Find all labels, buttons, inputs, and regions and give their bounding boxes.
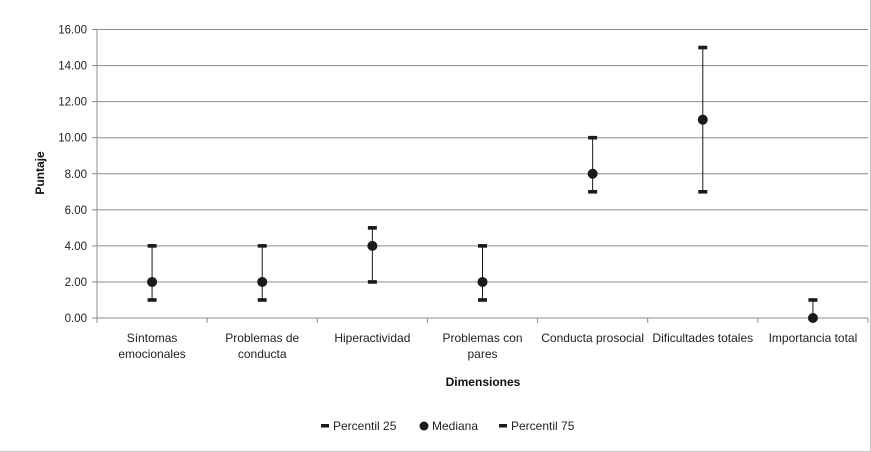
- percentile-25-marker: [478, 298, 487, 302]
- x-tick-marks: [96, 318, 869, 323]
- legend-item-percentil-25: Percentil 25: [333, 419, 397, 433]
- median-point: [807, 313, 818, 323]
- y-tick-label: 14.00: [58, 61, 87, 73]
- x-tick-label: Importancia total: [769, 331, 858, 345]
- x-tick-label: Hiperactividad: [334, 331, 410, 345]
- x-tick-label: Problemas de conducta: [225, 331, 299, 361]
- y-tick-label: 0.00: [65, 313, 87, 325]
- percentile-25-marker: [698, 189, 708, 194]
- x-axis-title: Dimensiones: [446, 375, 521, 389]
- percentile-75-marker: [808, 298, 818, 302]
- data-markers: [147, 45, 818, 323]
- y-tick-label: 6.00: [65, 205, 87, 217]
- x-tick-label: Problemas con pares: [442, 331, 522, 361]
- y-tick-label: 10.00: [58, 133, 87, 145]
- legend: Percentil 25 Mediana Percentil 75: [321, 419, 575, 433]
- median-point: [367, 240, 378, 251]
- percentile-25-marker: [147, 298, 157, 302]
- percentile-75-marker: [588, 135, 598, 140]
- median-point: [697, 114, 708, 125]
- percentile-25-marker: [257, 298, 267, 302]
- percentile-75-marker: [257, 244, 267, 248]
- grid-lines: [92, 29, 868, 319]
- y-tick-label: 8.00: [65, 169, 87, 181]
- y-tick-label: 12.00: [58, 97, 87, 109]
- percentile-75-marker: [698, 45, 708, 50]
- legend-item-percentil-75: Percentil 75: [511, 419, 575, 433]
- y-tick-label: 16.00: [58, 25, 87, 37]
- y-axis-title: Puntaje: [33, 151, 47, 195]
- median-point: [587, 168, 598, 179]
- percentile-25-marker: [588, 189, 598, 194]
- percentile-75-marker: [367, 226, 377, 230]
- legend-marker: [321, 424, 329, 428]
- x-tick-label: Síntomas emocionales: [118, 331, 185, 361]
- y-tick-label: 4.00: [65, 241, 87, 253]
- category-labels: Síntomas emocionales Problemas de conducta H…: [118, 331, 857, 361]
- percentile-25-marker: [367, 280, 377, 284]
- median-point: [257, 276, 268, 287]
- legend-item-mediana: Mediana: [432, 419, 478, 433]
- x-tick-label: Dificultades totales: [652, 331, 753, 345]
- y-tick-labels: 0.00 2.00 4.00 6.00 8.00 10.00 12.00 14.00 16.00: [58, 25, 87, 326]
- median-point: [477, 276, 488, 287]
- legend-marker: [419, 421, 429, 431]
- x-tick-label: Conducta prosocial: [541, 331, 644, 345]
- median-point: [147, 276, 158, 287]
- legend-marker: [499, 424, 507, 428]
- y-tick-label: 2.00: [65, 277, 87, 289]
- percentile-75-marker: [147, 244, 157, 248]
- percentile-75-marker: [478, 244, 487, 248]
